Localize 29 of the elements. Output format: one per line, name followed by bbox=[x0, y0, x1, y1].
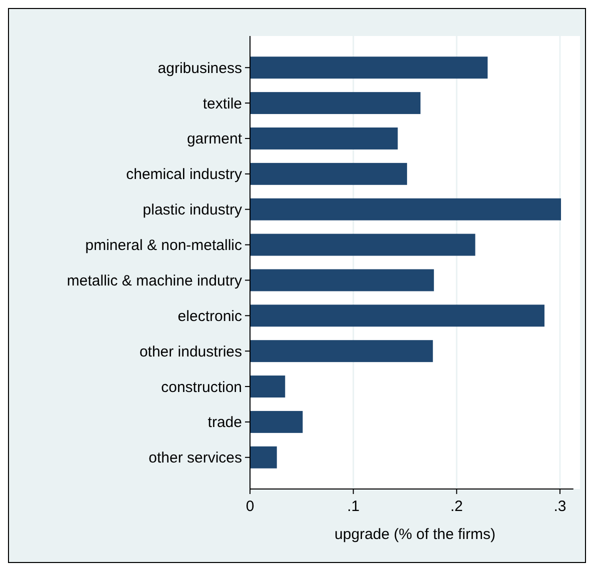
y-tick-label: agribusiness bbox=[158, 60, 242, 77]
y-tick-label: other services bbox=[148, 450, 242, 467]
y-tick-label: plastic industry bbox=[142, 202, 242, 219]
bar bbox=[250, 234, 476, 256]
bar bbox=[250, 304, 544, 327]
x-tick-label: 0 bbox=[246, 498, 254, 515]
y-tick-label: garment bbox=[186, 130, 243, 148]
y-tick-label: chemical industry bbox=[126, 166, 242, 184]
x-tick-label: .1 bbox=[347, 498, 360, 515]
y-tick-label: other industries bbox=[139, 343, 242, 360]
y-tick-label: metallic & machine indutry bbox=[66, 272, 242, 290]
y-tick-label: textile bbox=[202, 95, 242, 112]
bar bbox=[250, 340, 433, 362]
y-tick-label: pmineral & non-metallic bbox=[85, 237, 242, 254]
y-tick-label: trade bbox=[208, 414, 242, 432]
bar bbox=[250, 376, 286, 398]
x-axis-title: upgrade (% of the firms) bbox=[334, 526, 496, 543]
y-tick-label: electronic bbox=[178, 308, 242, 325]
bar bbox=[250, 128, 398, 150]
y-tick-label: construction bbox=[161, 378, 242, 396]
bar bbox=[250, 198, 561, 220]
bar bbox=[250, 410, 303, 433]
x-tick-label: .2 bbox=[450, 498, 463, 515]
bar bbox=[250, 446, 277, 468]
bar bbox=[250, 269, 434, 292]
bar bbox=[250, 92, 420, 114]
x-tick-label: .3 bbox=[554, 498, 566, 515]
bar bbox=[250, 56, 488, 79]
bar bbox=[250, 162, 408, 185]
